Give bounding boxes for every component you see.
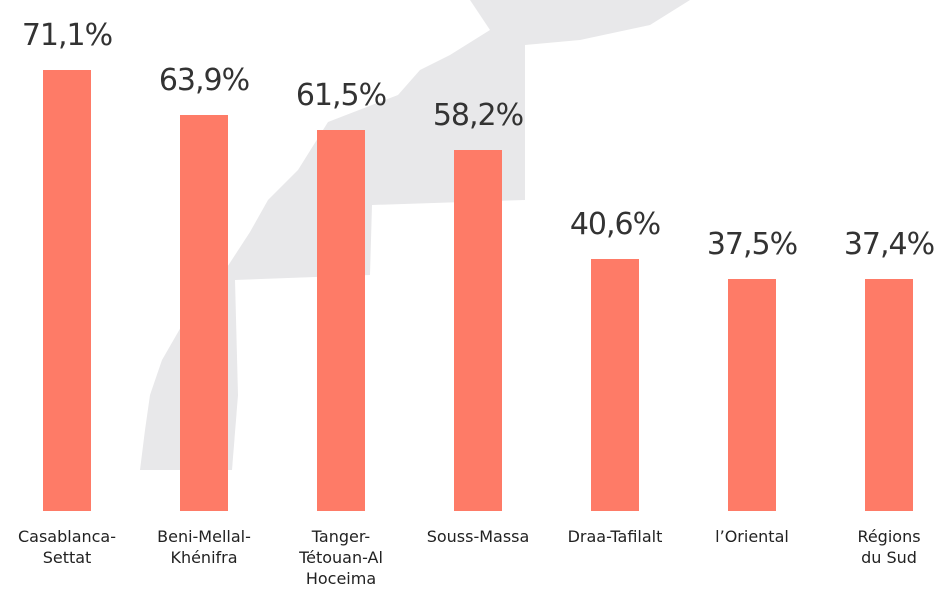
value-label: 58,2% xyxy=(432,98,524,134)
value-label: 40,6% xyxy=(569,207,661,243)
x-tick-label: Régions du Sud xyxy=(857,527,921,567)
x-tick-label: l’Oriental xyxy=(715,527,789,546)
value-label: 37,4% xyxy=(843,227,935,263)
value-label: 61,5% xyxy=(295,77,387,113)
bar xyxy=(728,278,776,511)
bar xyxy=(317,129,365,511)
x-tick-label: Tanger- Tétouan-Al Hoceima xyxy=(299,527,383,588)
value-label: 63,9% xyxy=(158,62,250,98)
x-tick-label: Casablanca- Settat xyxy=(17,527,117,567)
x-tick-label: Draa-Tafilalt xyxy=(567,527,663,546)
bar xyxy=(591,259,639,511)
bar xyxy=(180,114,228,511)
bar xyxy=(865,279,913,511)
bar xyxy=(43,70,91,511)
bar xyxy=(454,150,502,511)
value-label: 71,1% xyxy=(21,18,113,54)
x-tick-label: Beni-Mellal- Khénifra xyxy=(157,527,251,567)
value-label: 37,5% xyxy=(706,226,798,262)
x-tick-label: Souss-Massa xyxy=(426,527,530,546)
